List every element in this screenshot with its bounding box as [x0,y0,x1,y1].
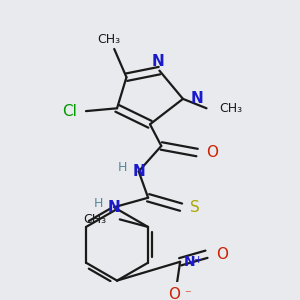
Text: O: O [169,287,181,300]
Text: N: N [184,255,196,269]
Text: H: H [118,161,128,174]
Text: N: N [151,54,164,69]
Text: CH₃: CH₃ [83,213,106,226]
Text: N: N [132,164,145,179]
Text: N: N [190,92,203,106]
Text: CH₃: CH₃ [97,33,120,46]
Text: H: H [94,197,103,210]
Text: Cl: Cl [62,103,76,118]
Text: O: O [206,145,218,160]
Text: S: S [190,200,200,215]
Text: O: O [216,247,228,262]
Text: CH₃: CH₃ [220,102,243,115]
Text: N: N [108,200,121,215]
Text: +: + [193,255,203,265]
Text: ⁻: ⁻ [184,288,190,300]
